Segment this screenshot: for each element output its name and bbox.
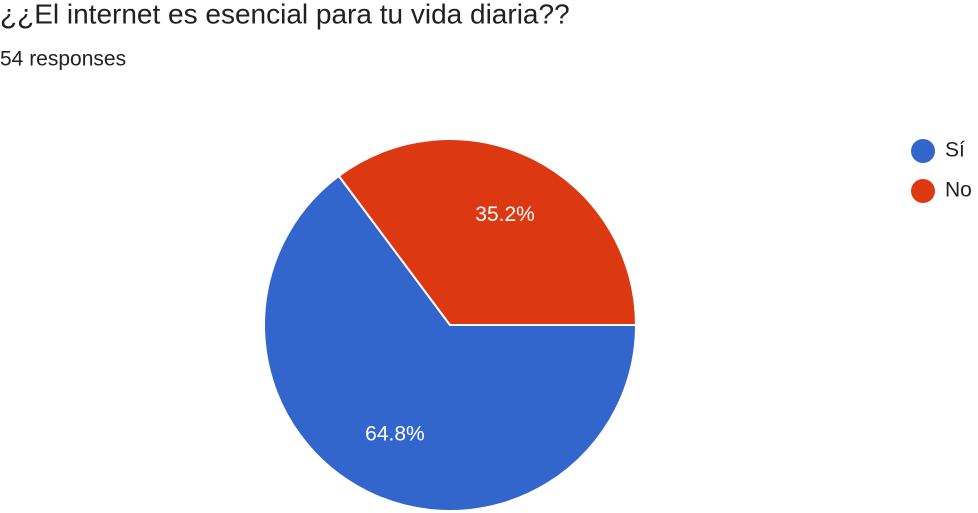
- legend-swatch: [911, 179, 935, 203]
- legend-label: No: [945, 179, 972, 202]
- legend-label: Sí: [945, 139, 965, 162]
- slice-label: 64.8%: [365, 422, 425, 445]
- pie-slice: [263, 174, 638, 512]
- legend-swatch: [911, 139, 935, 163]
- pie-slice: [337, 138, 638, 326]
- chart-title: ¿¿El internet es esencial para tu vida d…: [0, 0, 570, 29]
- slice-label: 35.2%: [475, 203, 535, 226]
- chart-subtitle: 54 responses: [0, 48, 126, 71]
